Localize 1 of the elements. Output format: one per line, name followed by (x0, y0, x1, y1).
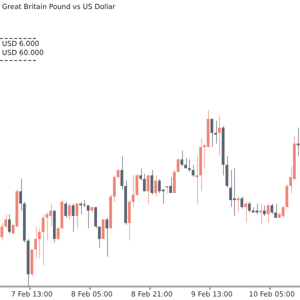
candlestick (102, 218, 105, 240)
